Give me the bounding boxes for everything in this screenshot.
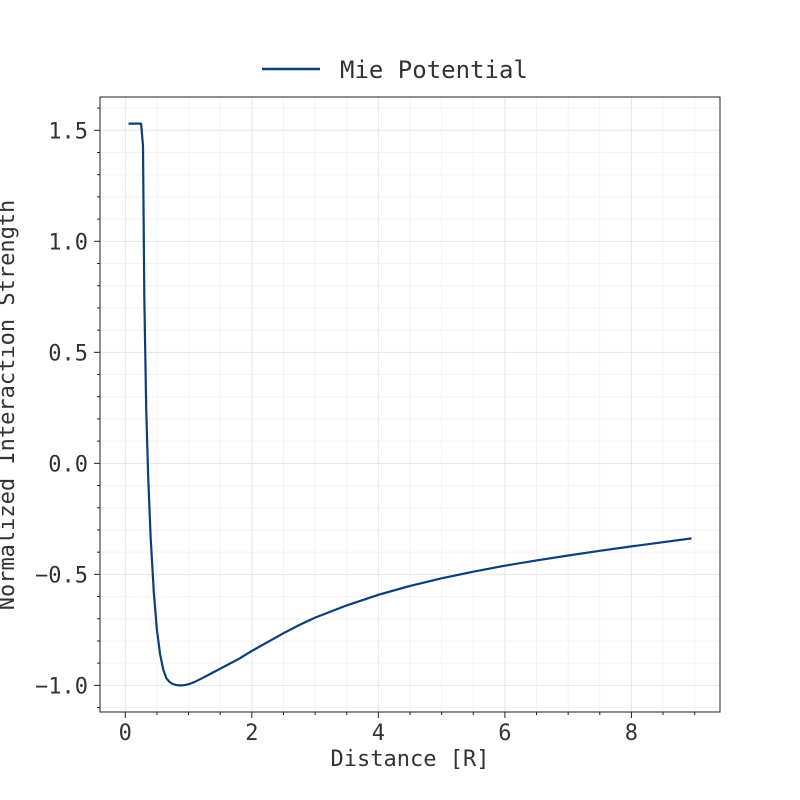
y-tick-label: −0.5: [35, 563, 88, 588]
x-axis-title: Distance [R]: [331, 747, 490, 772]
y-tick-label: 1.0: [48, 230, 88, 255]
y-tick-label: −1.0: [35, 674, 88, 699]
x-tick-label: 0: [119, 721, 132, 746]
y-tick-label: 0.0: [48, 452, 88, 477]
legend-label: Mie Potential: [340, 56, 528, 84]
x-tick-label: 2: [245, 721, 258, 746]
y-axis-title: Normalized Interaction Strength: [0, 200, 20, 611]
series-lines: [128, 122, 692, 687]
x-tick-label: 4: [372, 721, 385, 746]
x-tick-label: 8: [625, 721, 638, 746]
y-tick-label: 0.5: [48, 341, 88, 366]
y-tick-label: 1.5: [48, 119, 88, 144]
axis-ticks: 0 2 4 6 8 −1.0 −0.5 0.0 0.5 1.0 1.5: [35, 107, 696, 746]
grid-lines: [100, 97, 720, 712]
x-tick-label: 6: [498, 721, 511, 746]
legend: Mie Potential: [262, 56, 528, 84]
series-line-mie-potential: [128, 122, 692, 687]
